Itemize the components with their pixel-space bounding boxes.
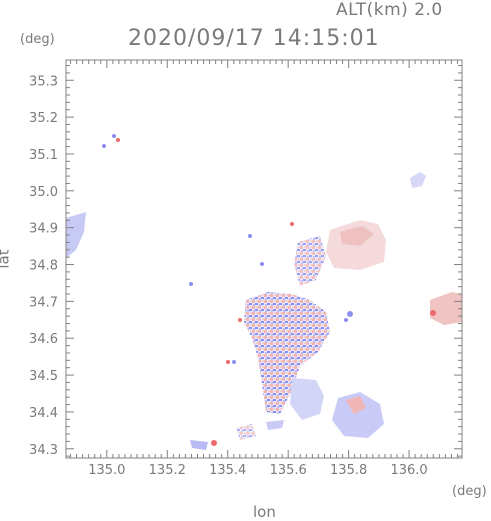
y-axis-unit: (deg) <box>20 32 55 47</box>
plot-frame: 135.0 135.2 135.4 135.6 135.8 136.0 34.3 34.4 34… <box>29 59 463 478</box>
x-axis-label: lon <box>253 503 276 521</box>
x-tick-label: 135.8 <box>330 463 367 478</box>
x-tick-label: 136.0 <box>390 463 427 478</box>
echo-east-patch <box>430 292 462 325</box>
x-tick-label: 135.6 <box>270 463 307 478</box>
x-axis-unit: (deg) <box>452 484 487 499</box>
y-tick-label: 34.6 <box>29 332 58 347</box>
y-tick-label: 34.3 <box>29 443 58 458</box>
echo-layer <box>66 134 462 450</box>
echo-south-cluster <box>290 378 324 420</box>
y-tick-label: 34.8 <box>29 259 58 274</box>
echo-southeast-cell <box>332 392 384 438</box>
x-tick-label: 135.4 <box>209 463 246 478</box>
echo-northeast-speck <box>410 172 426 188</box>
x-tick-label: 135.0 <box>88 463 125 478</box>
y-tick-label: 35.0 <box>29 185 58 200</box>
y-tick-label: 34.4 <box>29 406 58 421</box>
y-tick-label: 35.1 <box>29 148 58 163</box>
echo-west-edge <box>66 212 86 258</box>
y-tick-label: 35.3 <box>29 74 58 89</box>
x-tick-label: 135.2 <box>149 463 186 478</box>
echo-central-mass <box>244 292 330 414</box>
altitude-label: ALT(km) 2.0 <box>336 0 443 20</box>
datetime-title: 2020/09/17 14:15:01 <box>128 26 380 51</box>
y-tick-label: 34.9 <box>29 222 58 237</box>
y-tick-label: 34.5 <box>29 369 58 384</box>
y-tick-label: 35.2 <box>29 111 58 126</box>
y-tick-label: 34.7 <box>29 295 58 310</box>
plot-border <box>65 59 463 459</box>
